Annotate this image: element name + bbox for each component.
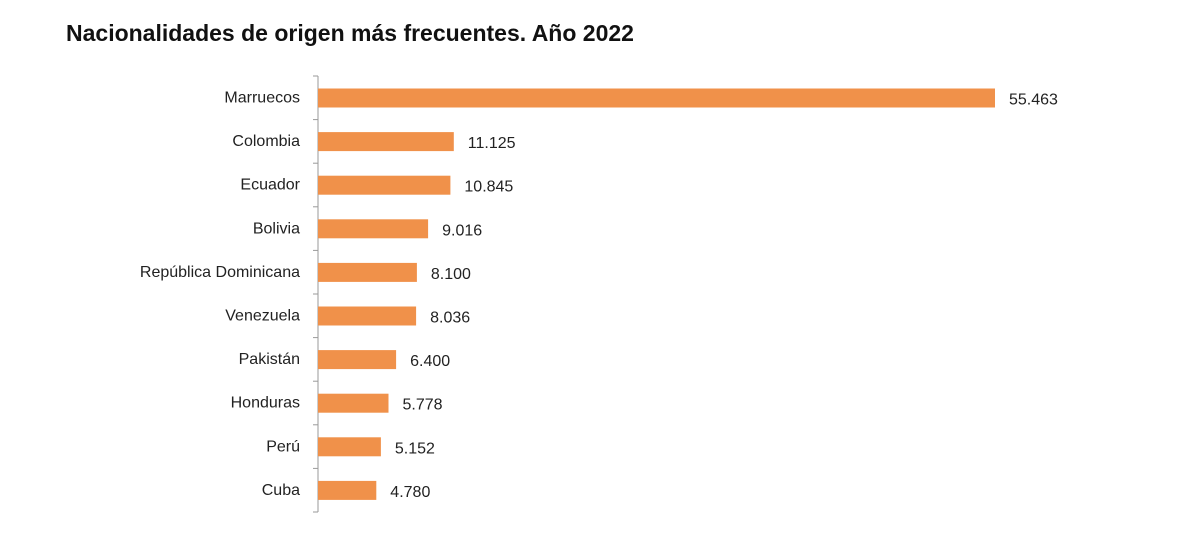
- bar: [318, 393, 389, 413]
- bar: [318, 437, 381, 457]
- bar: [318, 262, 417, 282]
- bar: [318, 132, 454, 152]
- value-label: 5.152: [395, 440, 435, 457]
- category-label: Bolivia: [253, 220, 300, 237]
- value-label: 6.400: [410, 353, 450, 370]
- bar: [318, 175, 451, 195]
- category-label: República Dominicana: [140, 264, 300, 281]
- category-label: Marruecos: [224, 90, 300, 107]
- value-label: 4.780: [390, 484, 430, 501]
- bar: [318, 480, 377, 500]
- bar: [318, 306, 417, 326]
- value-label: 5.778: [403, 397, 443, 414]
- category-label: Ecuador: [240, 177, 300, 194]
- value-label: 8.100: [431, 266, 471, 283]
- category-label: Perú: [266, 438, 300, 455]
- bar: [318, 88, 995, 108]
- category-label: Venezuela: [225, 308, 300, 325]
- value-label: 8.036: [430, 310, 470, 327]
- category-label: Cuba: [262, 482, 300, 499]
- category-label: Honduras: [231, 395, 300, 412]
- value-label: 55.463: [1009, 92, 1058, 109]
- bar: [318, 350, 397, 370]
- value-label: 11.125: [468, 135, 516, 152]
- chart-title: Nacionalidades de origen más frecuentes.…: [66, 20, 634, 46]
- value-label: 9.016: [442, 222, 482, 239]
- category-label: Pakistán: [239, 351, 300, 368]
- category-label: Colombia: [232, 133, 300, 150]
- bar: [318, 219, 429, 239]
- value-label: 10.845: [464, 179, 513, 196]
